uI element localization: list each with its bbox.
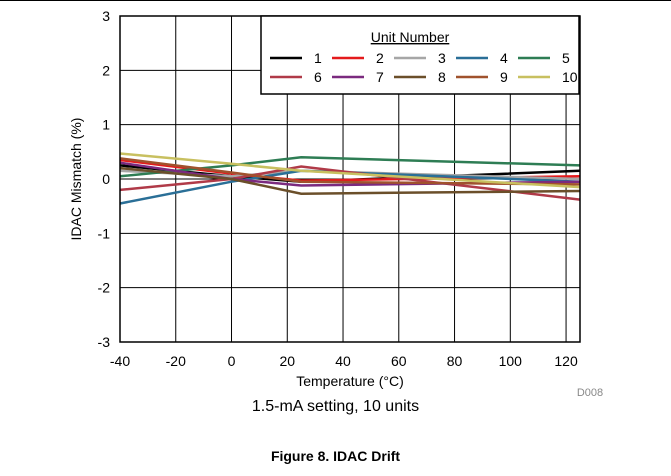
top-rule xyxy=(0,0,671,1)
legend-entry-unit-9: 9 xyxy=(456,69,508,85)
figure-title: Figure 8. IDAC Drift xyxy=(270,448,401,464)
legend-label: 6 xyxy=(314,69,322,85)
y-tick-label: -1 xyxy=(98,225,111,241)
y-tick-label: 2 xyxy=(102,62,110,78)
legend-label: 1 xyxy=(314,50,322,66)
legend: Unit Number 1 2 3 4 5 6 7 8 9 10 xyxy=(260,15,580,95)
y-tick-label: -2 xyxy=(98,280,111,296)
legend-entry-unit-4: 4 xyxy=(456,50,508,66)
y-tick-label: -3 xyxy=(98,334,111,350)
legend-entry-unit-8: 8 xyxy=(394,69,446,85)
legend-entry-unit-10: 10 xyxy=(518,69,578,85)
figure-caption: 1.5-mA setting, 10 units xyxy=(251,398,420,415)
legend-label: 10 xyxy=(562,69,578,85)
legend-entry-unit-3: 3 xyxy=(394,50,446,66)
series-line-unit-10 xyxy=(119,152,581,189)
x-tick-label: 40 xyxy=(335,353,351,369)
x-tick-label: 60 xyxy=(391,353,407,369)
legend-entry-unit-2: 2 xyxy=(332,50,384,66)
legend-title: Unit Number xyxy=(371,29,450,45)
x-tick-label: 120 xyxy=(554,353,578,369)
legend-label: 3 xyxy=(438,50,446,66)
legend-items: 1 2 3 4 5 6 7 8 9 10 xyxy=(270,50,578,85)
x-tick-label: -20 xyxy=(166,353,186,369)
y-tick-label: 0 xyxy=(102,171,110,187)
legend-label: 9 xyxy=(500,69,508,85)
y-tick-label: 1 xyxy=(102,117,110,133)
series-lines xyxy=(119,152,581,205)
tick-labels: -40 -20 0 20 40 60 80 100 120 -3 -2 -1 0 1 2 3 xyxy=(98,8,578,369)
legend-label: 2 xyxy=(376,50,384,66)
x-tick-label: 0 xyxy=(228,353,236,369)
legend-entry-unit-6: 6 xyxy=(270,69,322,85)
legend-entry-unit-7: 7 xyxy=(332,69,384,85)
x-axis-title: Temperature (°C) xyxy=(296,373,404,389)
idac-drift-chart: -40 -20 0 20 40 60 80 100 120 -3 -2 -1 0 1 2 3 Temperat… xyxy=(68,8,603,399)
x-tick-label: 100 xyxy=(499,353,523,369)
legend-label: 4 xyxy=(500,50,508,66)
doc-code: D008 xyxy=(577,387,603,399)
legend-entry-unit-5: 5 xyxy=(518,50,570,66)
legend-label: 5 xyxy=(562,50,570,66)
legend-label: 8 xyxy=(438,69,446,85)
y-tick-label: 3 xyxy=(102,8,110,24)
x-tick-label: -40 xyxy=(110,353,130,369)
series-line-unit-8 xyxy=(119,166,581,195)
legend-entry-unit-1: 1 xyxy=(270,50,322,66)
x-tick-label: 80 xyxy=(447,353,463,369)
legend-label: 7 xyxy=(376,69,384,85)
x-tick-label: 20 xyxy=(279,353,295,369)
series-line-unit-9 xyxy=(119,157,581,186)
y-axis-title: IDAC Mismatch (%) xyxy=(68,118,84,241)
legend-box xyxy=(260,15,580,95)
